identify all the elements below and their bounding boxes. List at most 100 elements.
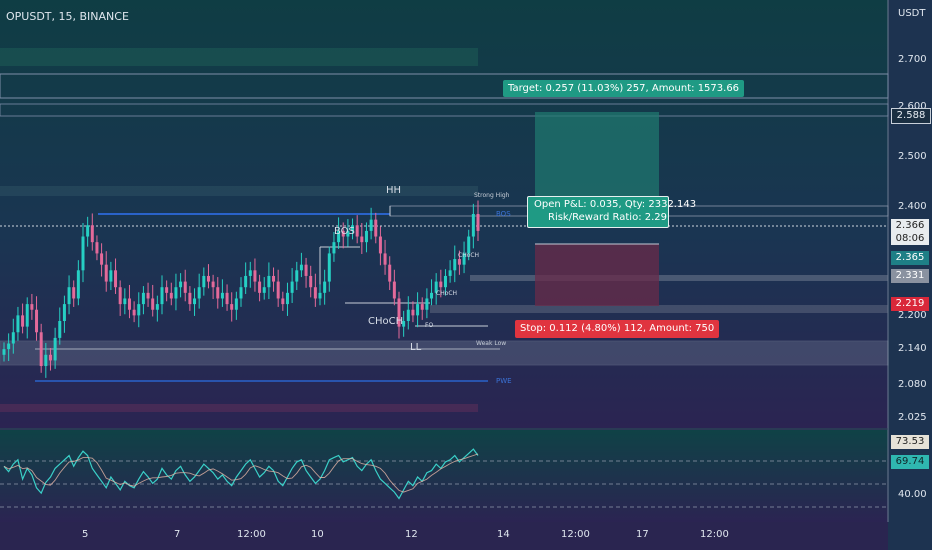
candle-body [165, 287, 169, 293]
time-tick: 12:00 [561, 529, 590, 540]
candle-body [211, 281, 215, 288]
choch-small-label: CHoCH [436, 290, 458, 297]
candle-body [262, 287, 266, 293]
candle-body [346, 230, 350, 237]
target-label[interactable]: Target: 0.257 (11.03%) 257, Amount: 1573… [503, 80, 745, 97]
pnl-text: Open P&L: 0.035, Qty: 2332.143 [534, 199, 697, 210]
candle-body [332, 242, 336, 254]
zone-mid [0, 186, 478, 196]
zone-top [0, 48, 478, 66]
candle-body [109, 270, 113, 282]
weak-low-label: Weak Low [476, 340, 507, 347]
price-badge-last: 2.366 [891, 219, 929, 232]
stop-box [535, 244, 659, 306]
price-tick: 2.400 [898, 201, 927, 212]
candle-body [188, 292, 192, 305]
candle-body [114, 270, 118, 288]
candle-body [448, 270, 452, 276]
stop-label[interactable]: Stop: 0.112 (4.80%) 112, Amount: 750 [515, 320, 720, 338]
pnl-box[interactable]: Open P&L: 0.035, Qty: 2332.143 Risk/Rewa… [527, 196, 696, 228]
symbol-title[interactable]: OPUSDT, 15, BINANCE [6, 10, 129, 23]
rsi-group [3, 448, 479, 500]
candle-body [58, 321, 62, 338]
hh-label: HH [386, 185, 402, 196]
candle-body [402, 321, 406, 327]
candle-body [193, 298, 197, 305]
candle-body [388, 264, 392, 282]
fo-label: FO [425, 322, 434, 329]
candle-body [44, 354, 48, 367]
candle-body [453, 259, 457, 271]
candle-body [360, 236, 364, 243]
candle-body [104, 264, 108, 282]
candle-body [95, 242, 99, 254]
candle-body [443, 275, 447, 288]
candle-body [272, 275, 276, 282]
candle-body [327, 253, 331, 282]
candles-group [2, 200, 480, 378]
candle-body [285, 292, 289, 305]
rsi-signal-line [3, 453, 479, 493]
price-badge-stop: 2.219 [891, 297, 929, 311]
candle-body [369, 219, 373, 231]
time-tick: 14 [497, 529, 510, 540]
candle-body [351, 225, 355, 231]
candle-body [39, 332, 43, 367]
candle-body [2, 349, 6, 355]
price-tick: 2.500 [898, 151, 927, 162]
candle-body [341, 230, 345, 237]
rsi-line [3, 448, 479, 500]
price-badge-entry: 2.365 [891, 251, 929, 265]
rsi-badge-1: 73.53 [891, 435, 929, 449]
candle-body [197, 287, 201, 299]
candle-body [169, 292, 173, 299]
candle-body [378, 236, 382, 254]
candle-body [220, 292, 224, 299]
zone-weak-low [0, 340, 889, 366]
candle-body [30, 304, 34, 310]
candle-body [174, 287, 178, 299]
candle-body [25, 304, 29, 327]
price-tick: 2.140 [898, 343, 927, 354]
zone-outline-1 [0, 73, 889, 99]
strong-high-label: Strong High [474, 192, 510, 199]
candle-body [397, 298, 401, 327]
candle-body [11, 332, 15, 344]
candle-body [132, 309, 136, 316]
candle-body [72, 287, 76, 299]
choch-label: CHoCH [368, 316, 404, 327]
candle-body [202, 275, 206, 288]
price-tick: 2.080 [898, 379, 927, 390]
candle-body [318, 292, 322, 299]
candle-body [471, 214, 475, 237]
price-tick: 2.600 [898, 101, 927, 112]
price-tick: 2.025 [898, 412, 927, 423]
candle-body [411, 309, 415, 316]
candle-body [383, 253, 387, 265]
candle-body [276, 281, 280, 299]
zone-outline-2 [0, 103, 889, 117]
candle-body [160, 287, 164, 305]
candle-body [234, 298, 238, 310]
price-tick: 2.200 [898, 310, 927, 321]
candle-body [7, 343, 11, 350]
candle-body [406, 309, 410, 321]
candle-body [281, 298, 285, 305]
candle-body [127, 298, 131, 310]
candle-body [430, 292, 434, 299]
candle-body [434, 281, 438, 293]
candle-body [146, 292, 150, 299]
candle-body [90, 225, 94, 243]
candle-body [67, 287, 71, 305]
candle-body [16, 315, 20, 333]
time-tick: 7 [174, 529, 181, 540]
candle-body [216, 287, 220, 299]
candle-body [206, 275, 210, 282]
candle-body [416, 304, 420, 316]
candle-body [420, 304, 424, 310]
candle-body [53, 337, 57, 361]
candle-body [183, 281, 187, 293]
candle-body [355, 225, 359, 237]
